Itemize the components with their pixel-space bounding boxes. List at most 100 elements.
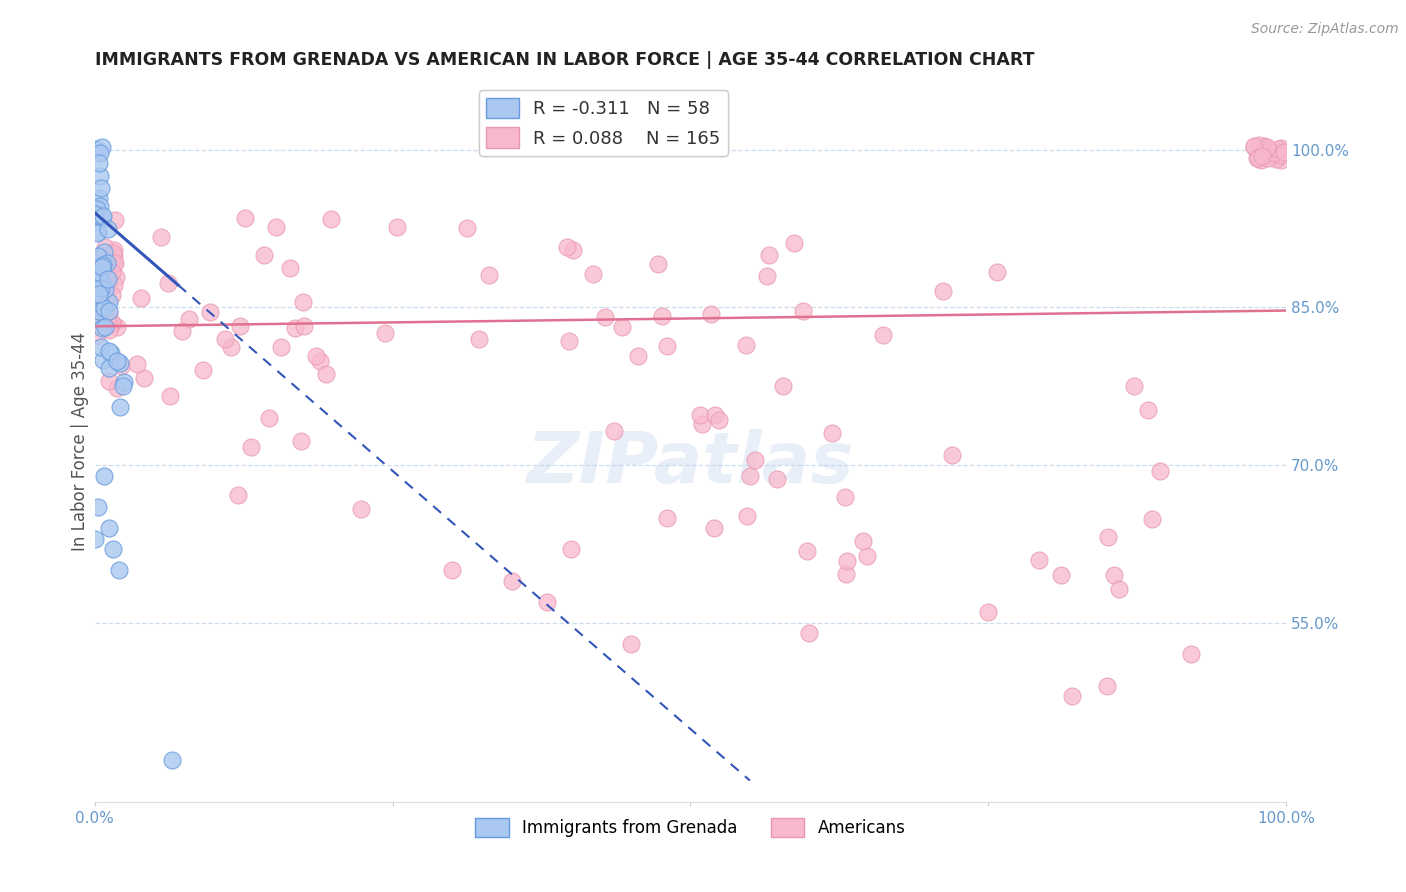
Point (108, 401, 131, 415)
Point (193, 363, 215, 377)
Point (253, 248, 276, 262)
Point (87, 191, 110, 205)
Point (647, 257, 669, 271)
Point (84, 207, 107, 221)
Point (834, 490, 856, 504)
Point (690, 417, 713, 431)
Point (93, 209, 115, 223)
Point (105, 354, 128, 368)
Point (84, 313, 107, 327)
Point (737, 509, 759, 524)
Point (84, 142, 107, 156)
Point (86, 225, 108, 239)
Point (94, 264, 117, 278)
Point (799, 626, 821, 640)
Point (97, 222, 120, 236)
Point (100, 251, 122, 265)
Point (84, 260, 107, 274)
Point (856, 549, 879, 563)
Point (101, 542, 124, 557)
Point (150, 229, 173, 244)
Point (308, 354, 330, 368)
Point (219, 340, 242, 354)
Text: ZIPatlas: ZIPatlas (527, 428, 853, 498)
Point (689, 408, 711, 422)
Point (986, 265, 1008, 279)
Point (87, 304, 110, 318)
Point (560, 542, 582, 557)
Point (270, 340, 292, 354)
Point (200, 305, 222, 319)
Point (89, 169, 111, 183)
Point (1264, 153, 1286, 167)
Point (1257, 143, 1279, 157)
Point (1253, 143, 1275, 157)
Point (97, 361, 120, 376)
Point (107, 563, 129, 577)
Point (157, 276, 180, 290)
Point (257, 410, 280, 425)
Point (94, 281, 117, 295)
Point (1060, 690, 1083, 704)
Point (1272, 145, 1295, 159)
Point (374, 326, 396, 340)
Point (278, 260, 301, 275)
Point (93, 245, 115, 260)
Point (91, 276, 114, 290)
Point (98, 306, 121, 320)
Point (97, 294, 120, 309)
Point (766, 472, 789, 486)
Point (738, 468, 761, 483)
Point (603, 424, 626, 438)
Point (97, 344, 120, 359)
Point (796, 544, 818, 558)
Point (94, 310, 117, 325)
Point (627, 349, 650, 363)
Point (321, 211, 343, 226)
Point (177, 311, 200, 326)
Point (264, 220, 287, 235)
Point (89, 266, 111, 280)
Point (91, 321, 114, 335)
Point (657, 338, 679, 352)
Point (758, 248, 780, 262)
Point (536, 595, 558, 609)
Point (744, 453, 766, 467)
Point (1149, 464, 1171, 478)
Text: Source: ZipAtlas.com: Source: ZipAtlas.com (1251, 22, 1399, 37)
Point (1243, 138, 1265, 153)
Point (112, 376, 135, 390)
Y-axis label: In Labor Force | Age 35-44: In Labor Force | Age 35-44 (72, 332, 89, 551)
Point (821, 426, 844, 441)
Point (610, 319, 633, 334)
Point (284, 321, 307, 335)
Point (1253, 139, 1275, 153)
Point (93, 468, 115, 483)
Point (704, 408, 727, 422)
Point (734, 338, 756, 352)
Point (108, 356, 131, 370)
Point (1270, 141, 1292, 155)
Point (104, 269, 127, 284)
Point (132, 371, 155, 385)
Point (783, 236, 806, 251)
Point (707, 413, 730, 427)
Point (1180, 648, 1202, 662)
Point (385, 219, 408, 234)
Point (557, 240, 579, 254)
Point (101, 316, 124, 330)
Point (127, 357, 149, 371)
Text: IMMIGRANTS FROM GRENADA VS AMERICAN IN LABOR FORCE | AGE 35-44 CORRELATION CHART: IMMIGRANTS FROM GRENADA VS AMERICAN IN L… (94, 51, 1035, 69)
Point (977, 605, 1000, 619)
Point (89, 296, 111, 310)
Point (1247, 151, 1270, 165)
Point (94, 320, 117, 334)
Point (872, 327, 894, 342)
Point (91, 211, 114, 225)
Point (1257, 151, 1279, 165)
Point (101, 265, 124, 279)
Point (1263, 145, 1285, 160)
Point (305, 349, 328, 363)
Point (98, 374, 121, 388)
Point (1268, 145, 1291, 159)
